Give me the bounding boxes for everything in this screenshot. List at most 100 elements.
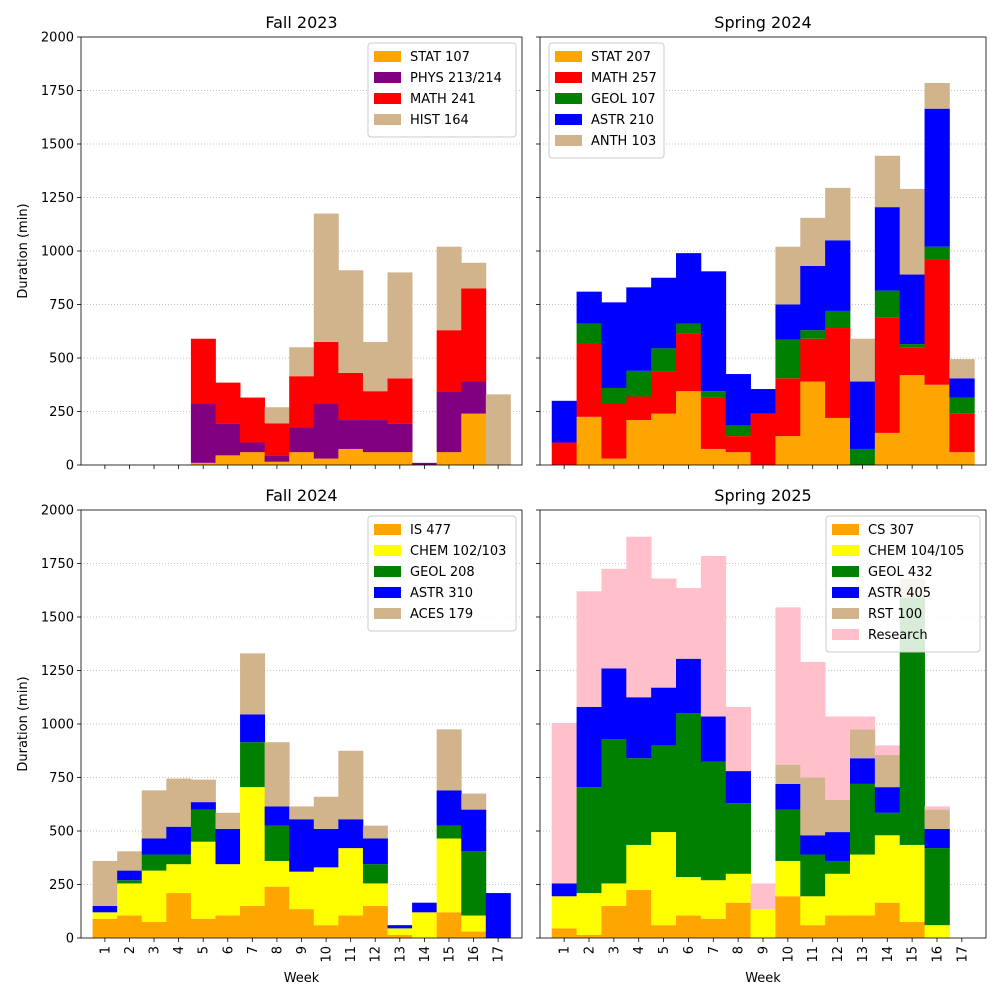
bar-is-477-week-6	[215, 915, 241, 938]
bar-research-week-2	[576, 591, 602, 707]
bar-cs-307-week-10	[775, 896, 801, 938]
bar-cs-307-week-8	[725, 902, 751, 938]
x-tick-label: 1	[558, 946, 573, 954]
bar-chem-104-105-week-9	[750, 909, 776, 938]
x-tick-label: 6	[221, 946, 236, 954]
bar-math-257-week-15	[899, 347, 925, 376]
y-axis	[536, 36, 540, 466]
bar-stat-107-week-13	[387, 452, 413, 465]
bar-chem-104-105-week-4	[626, 844, 652, 890]
y-tick-label: 1750	[41, 84, 74, 99]
legend-swatch	[374, 566, 401, 577]
x-tick-label: 16	[930, 946, 945, 963]
bar-math-257-week-12	[825, 328, 851, 418]
bar-is-477-week-7	[240, 905, 266, 938]
legend-swatch	[555, 51, 582, 62]
bar-astr-210-week-16	[924, 108, 950, 247]
y-tick-label: 1250	[41, 191, 74, 206]
bar-stat-207-week-10	[775, 436, 801, 465]
bar-chem-104-105-week-7	[700, 880, 727, 919]
bar-is-477-week-2	[117, 915, 143, 938]
legend-label: ACES 179	[410, 607, 473, 622]
bar-cs-307-week-5	[651, 925, 677, 938]
bar-astr-405-week-10	[775, 783, 801, 810]
bar-astr-310-week-5	[190, 802, 216, 810]
legend-label: ASTR 405	[868, 586, 931, 601]
bar-astr-310-week-2	[117, 870, 143, 881]
bar-geol-107-week-14	[874, 290, 901, 318]
legend: STAT 107 PHYS 213/214 MATH 241 HIST 164	[367, 42, 517, 138]
legend-label: Research	[868, 628, 928, 643]
x-axis: 1 2 3 4 5 6 7 8 9 10 11 12 13 14 15 16 17	[558, 938, 970, 963]
bar-stat-107-week-12	[362, 452, 388, 465]
bar-research-week-8	[725, 706, 751, 772]
bar-cs-307-week-3	[601, 905, 627, 938]
bar-anth-103-week-13	[849, 338, 876, 382]
bar-math-257-week-17	[949, 413, 975, 453]
bar-rst-100-week-16	[924, 809, 950, 829]
bar-cs-307-week-13	[849, 915, 876, 938]
legend-swatch	[374, 545, 401, 556]
legend-label: STAT 207	[591, 50, 651, 65]
legend-label: GEOL 432	[868, 565, 933, 580]
bar-anth-103-week-15	[899, 188, 925, 275]
bar-phys-213-214-week-10	[313, 404, 339, 459]
x-tick-label: 14	[418, 946, 433, 963]
bar-phys-213-214-week-13	[387, 423, 413, 453]
x-tick-label: 7	[707, 946, 722, 954]
bar-is-477-week-8	[264, 886, 290, 938]
y-axis-label: Duration (min)	[16, 203, 31, 298]
bar-hist-164-week-12	[362, 341, 388, 392]
bar-stat-207-week-15	[899, 375, 925, 465]
bar-is-477-week-5	[190, 918, 216, 938]
bar-chem-104-105-week-16	[924, 925, 950, 938]
bar-chem-102-103-week-12	[362, 883, 388, 906]
bar-chem-104-105-week-14	[874, 835, 901, 903]
bar-astr-405-week-3	[601, 668, 627, 739]
bar-stat-207-week-11	[800, 381, 826, 465]
chart-title: Spring 2024	[714, 13, 811, 32]
bar-math-257-week-1	[551, 442, 577, 465]
bar-stat-207-week-2	[576, 416, 602, 465]
bar-hist-164-week-13	[387, 272, 413, 379]
x-tick-label: 6	[682, 946, 697, 954]
bar-aces-179-week-10	[313, 796, 339, 829]
x-tick-label: 16	[467, 946, 482, 963]
bar-chem-104-105-week-15	[899, 844, 925, 922]
x-tick-label: 13	[856, 946, 871, 963]
legend-swatch	[555, 135, 582, 146]
legend-swatch	[832, 545, 859, 556]
legend-box	[367, 42, 517, 138]
bar-cs-307-week-15	[899, 921, 925, 938]
legend-swatch	[374, 93, 401, 104]
legend-label: IS 477	[410, 523, 451, 538]
bar-chem-102-103-week-3	[141, 870, 167, 922]
bar-astr-405-week-6	[676, 658, 702, 714]
bar-chem-102-103-week-5	[190, 841, 216, 919]
bar-math-257-week-5	[651, 371, 677, 414]
bar-math-257-week-7	[700, 397, 727, 449]
x-tick-label: 3	[148, 946, 163, 954]
bar-math-241-week-8	[264, 423, 290, 456]
bar-hist-164-week-11	[338, 270, 364, 373]
bar-geol-208-week-7	[240, 742, 266, 788]
bar-astr-210-week-7	[700, 271, 727, 392]
bar-anth-103-week-14	[874, 155, 901, 208]
y-tick-label: 1000	[41, 245, 74, 260]
bar-astr-310-week-7	[240, 714, 266, 743]
bar-astr-310-week-6	[215, 828, 241, 865]
y-tick-label: 1500	[41, 611, 74, 626]
bar-rst-100-week-10	[775, 764, 801, 784]
chart-title: Fall 2023	[265, 13, 337, 32]
bar-is-477-week-16	[461, 931, 487, 938]
legend-swatch	[555, 72, 582, 83]
bar-chem-102-103-week-8	[264, 860, 290, 887]
bar-geol-107-week-8	[725, 425, 751, 437]
bar-geol-107-week-17	[949, 397, 975, 414]
bar-chem-104-105-week-11	[800, 896, 826, 926]
x-axis: 1 2 3 4 5 6 7 8 9 10 11 12 13 14 15 16 17	[98, 938, 507, 963]
bar-chem-104-105-week-12	[825, 873, 851, 916]
bar-research-week-1	[551, 722, 577, 884]
bar-cs-307-week-11	[800, 925, 826, 938]
bar-hist-164-week-9	[289, 347, 315, 377]
